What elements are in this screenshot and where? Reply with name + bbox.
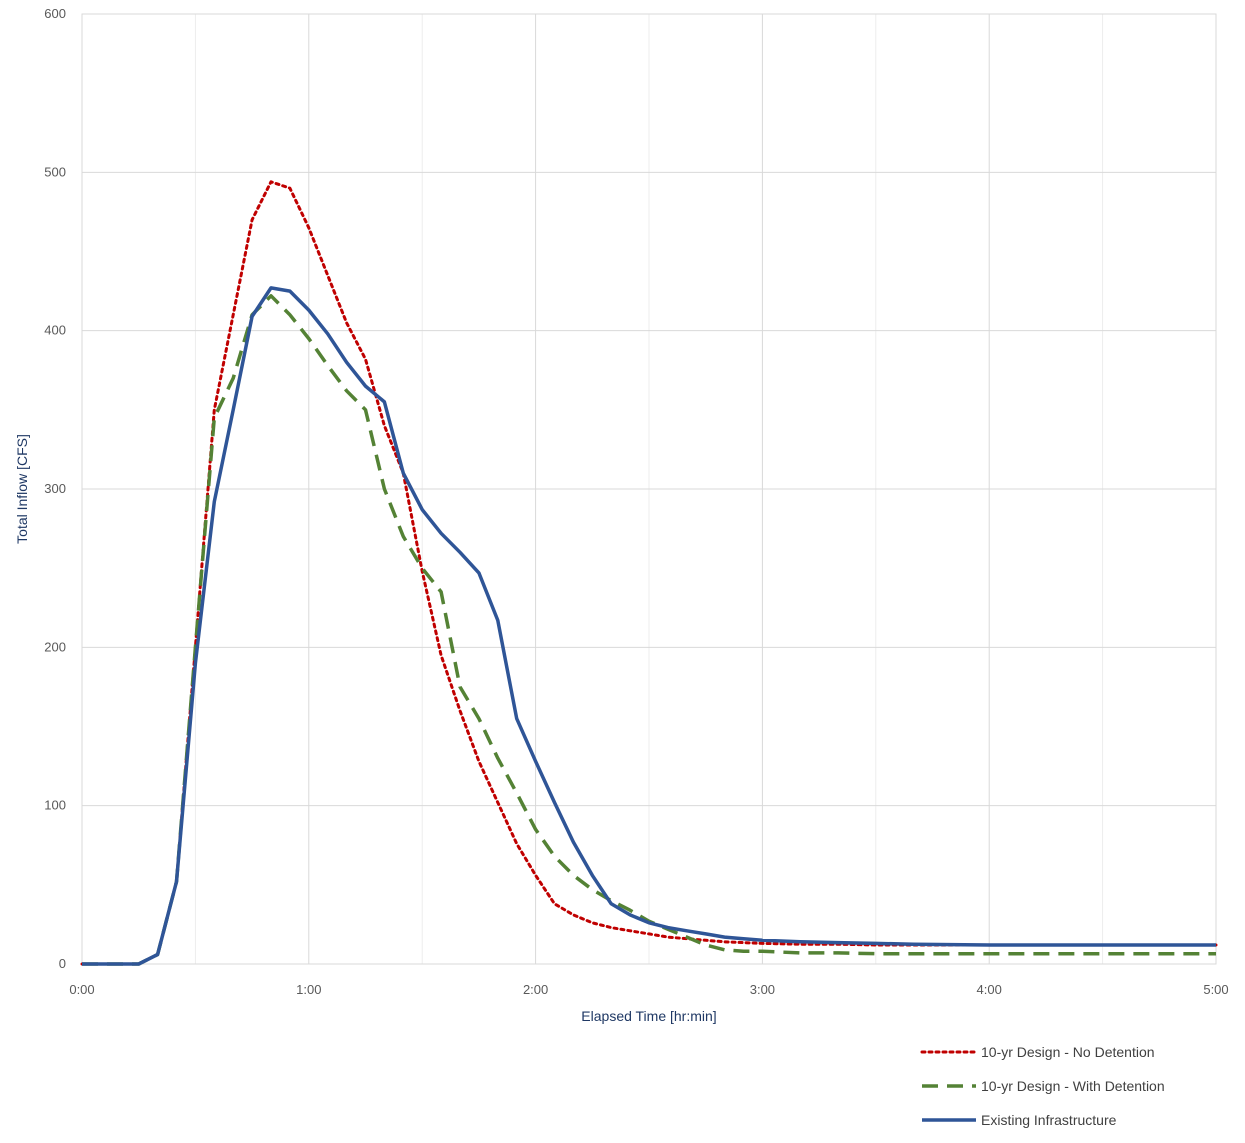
y-tick-label: 200 — [44, 639, 66, 654]
legend-item: Existing Infrastructure — [922, 1112, 1117, 1128]
grid — [81, 13, 1217, 965]
y-tick-label: 100 — [44, 798, 66, 813]
tick-labels: 0 100 200 300 400 500 600 0:00 1:00 2:00 3:00 4:00 5… — [44, 6, 1228, 997]
y-tick-label: 600 — [44, 6, 66, 21]
x-tick-label: 5:00 — [1203, 982, 1228, 997]
series-line-2 — [82, 294, 1216, 966]
y-tick-label: 0 — [59, 956, 66, 971]
y-axis-title: Total Inflow [CFS] — [14, 434, 30, 544]
x-tick-label: 1:00 — [296, 982, 321, 997]
y-tick-label: 300 — [44, 481, 66, 496]
plot-series — [80, 180, 1218, 966]
y-tick-label: 500 — [44, 164, 66, 179]
legend-item: 10-yr Design - With Detention — [922, 1078, 1165, 1094]
x-tick-label: 2:00 — [523, 982, 548, 997]
x-tick-label: 4:00 — [977, 982, 1002, 997]
legend-item: 10-yr Design - No Detention — [920, 1044, 1155, 1060]
legend: 10-yr Design - No Detention 10-yr Design … — [920, 1044, 1165, 1128]
legend-label: Existing Infrastructure — [981, 1112, 1117, 1128]
plot-area-border — [81, 13, 1217, 965]
series-line-3 — [82, 286, 1216, 966]
series-line-1 — [80, 180, 1218, 966]
x-axis-title: Elapsed Time [hr:min] — [581, 1008, 716, 1024]
x-tick-label: 0:00 — [69, 982, 94, 997]
x-tick-label: 3:00 — [750, 982, 775, 997]
legend-label: 10-yr Design - With Detention — [981, 1078, 1165, 1094]
legend-label: 10-yr Design - No Detention — [981, 1044, 1155, 1060]
y-tick-label: 400 — [44, 323, 66, 338]
